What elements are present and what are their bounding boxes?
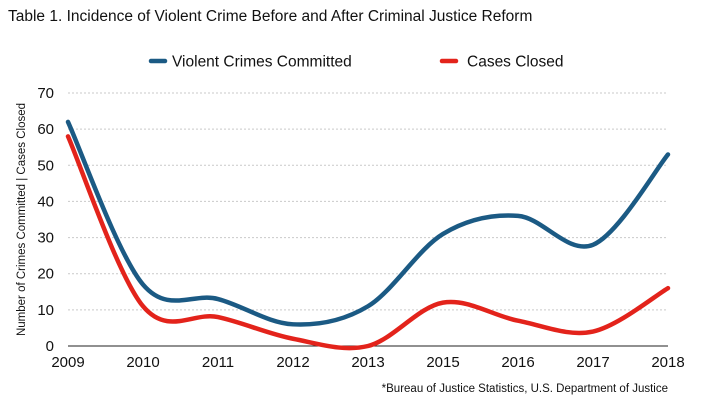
x-tick-label: 2018	[651, 354, 684, 371]
y-tick-label: 10	[37, 302, 54, 319]
legend-label-cases-closed: Cases Closed	[467, 54, 564, 71]
y-tick-label: 70	[37, 85, 54, 102]
x-tick-label: 2015	[426, 354, 459, 371]
x-tick-label: 2013	[351, 354, 384, 371]
y-tick-label: 50	[37, 157, 54, 174]
y-tick-label: 20	[37, 266, 54, 283]
x-tick-label: 2017	[576, 354, 609, 371]
x-tick-label: 2012	[276, 354, 309, 371]
source-note: *Bureau of Justice Statistics, U.S. Depa…	[382, 383, 668, 395]
x-tick-label: 2016	[501, 354, 534, 371]
y-tick-label: 60	[37, 121, 54, 138]
series-line-cases-closed	[65, 134, 671, 351]
x-tick-label: 2010	[126, 354, 159, 371]
x-tick-label: 2011	[202, 354, 234, 371]
y-tick-label: 0	[46, 338, 54, 355]
legend-label-violent-crimes-committed: Violent Crimes Committed	[172, 54, 352, 71]
x-tick-label: 2009	[51, 354, 84, 371]
series-line-violent-crimes-committed	[65, 119, 671, 327]
y-axis-label: Number of Crimes Committed | Cases Close…	[16, 103, 28, 336]
y-tick-label: 40	[37, 193, 54, 210]
y-tick-label: 30	[37, 230, 54, 247]
chart-title: Table 1. Incidence of Violent Crime Befo…	[8, 8, 533, 25]
